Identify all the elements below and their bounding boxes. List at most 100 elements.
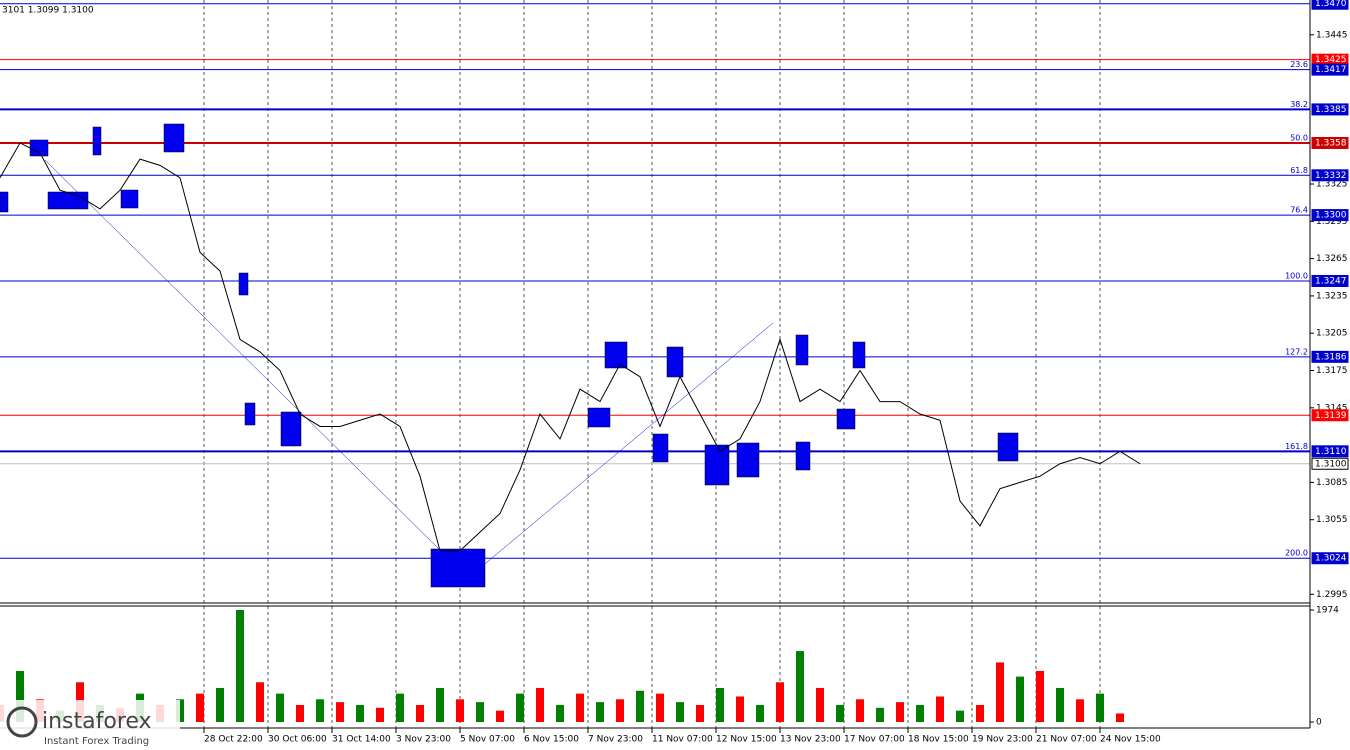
volume-bar: [1076, 699, 1084, 722]
x-tick-label: 11 Nov 07:00: [652, 735, 713, 745]
x-tick-label: 7 Nov 23:00: [588, 735, 643, 745]
fib-label: 76.4: [1290, 206, 1308, 215]
level-label: 1.3425: [1315, 55, 1347, 65]
volume-bar: [856, 699, 864, 722]
x-tick-label: 30 Oct 06:00: [268, 735, 327, 745]
level-label: 1.3417: [1315, 65, 1347, 75]
volume-bar: [636, 690, 644, 722]
marker-box: [704, 444, 730, 486]
volume-bar: [276, 693, 284, 722]
trend-line: [44, 159, 441, 551]
volume-bar: [236, 610, 244, 722]
grid-layer: [203, 0, 1101, 728]
level-box: [1311, 445, 1349, 458]
level-label: 1.3139: [1315, 411, 1347, 421]
fib-label: 23.6: [1290, 60, 1308, 69]
volume-bar: [816, 687, 824, 722]
fib-label: 61.8: [1290, 166, 1308, 175]
marker-box: [836, 408, 856, 430]
y-tick-label: 1.3145: [1316, 403, 1348, 413]
x-tick-label: 13 Nov 23:00: [780, 735, 841, 745]
marker-box: [666, 346, 684, 378]
marker-box: [244, 402, 256, 426]
volume-bar: [716, 687, 724, 722]
volume-bar: [356, 704, 364, 722]
volume-bar: [296, 704, 304, 722]
logo: instaforex Instant Forex Trading: [0, 700, 180, 750]
axis-panel: [1310, 0, 1350, 750]
x-tick-label: 18 Nov 15:00: [908, 735, 969, 745]
y-tick-label: 1.3235: [1316, 291, 1348, 301]
level-label: 1.3470: [1315, 0, 1347, 9]
fib-label: 50.0: [1290, 133, 1308, 142]
level-box: [1311, 409, 1349, 422]
price-line: [0, 142, 1141, 552]
x-tick-label: 6 Nov 15:00: [524, 735, 579, 745]
marker-box: [0, 191, 9, 213]
x-tick-label: 5 Nov 07:00: [460, 735, 515, 745]
logo-bg: [0, 700, 180, 750]
marker-box: [652, 433, 669, 463]
volume-bar: [336, 702, 344, 722]
trend-line: [479, 322, 774, 569]
volume-bar: [736, 696, 744, 722]
x-tick-label: 3 Nov 23:00: [396, 735, 451, 745]
marker-box: [430, 548, 486, 588]
volume-bar: [476, 702, 484, 722]
volume-bar: [656, 693, 664, 722]
volume-bar: [876, 707, 884, 722]
marker-box: [852, 341, 866, 369]
logo-icon: [6, 706, 38, 738]
marker-box: [736, 442, 760, 478]
volume-bar: [956, 710, 964, 722]
volume-bar: [616, 699, 624, 722]
level-box: [1311, 0, 1349, 10]
volume-bar: [216, 687, 224, 722]
volume-bar: [1016, 676, 1024, 722]
fib-label: 200.0: [1285, 549, 1308, 558]
y-tick-label: 1.3325: [1316, 180, 1348, 190]
volume-bar: [756, 704, 764, 722]
level-layer: 23.6 38.2 50.0 61.8 76.4 100.0 127.2 161.8 200.0: [0, 3, 1310, 559]
volume-bar: [516, 693, 524, 722]
volume-bar: [836, 704, 844, 722]
annotations: [0, 123, 1019, 588]
y-tick-label: 1.3295: [1316, 217, 1348, 227]
level-box: [1311, 457, 1349, 470]
y-tick-label: 1.3175: [1316, 366, 1348, 376]
level-label: 1.3186: [1315, 352, 1347, 362]
marker-box: [120, 189, 139, 209]
x-tick-label: 17 Nov 07:00: [844, 735, 905, 745]
marker-box: [29, 139, 49, 157]
mark-layer: [0, 142, 1141, 722]
volume-bar: [596, 702, 604, 722]
marker-box: [587, 407, 611, 428]
y-tick-label: 1.3205: [1316, 329, 1348, 339]
x-tick-label: 24 Nov 15:00: [1100, 735, 1161, 745]
marker-box: [795, 334, 809, 366]
y-tick-label: 1.3445: [1316, 30, 1348, 40]
marker-box: [238, 272, 249, 296]
level-box: [1311, 103, 1349, 116]
level-label: 1.3247: [1315, 276, 1347, 286]
volume-bar: [936, 696, 944, 722]
y-tick-label: 1.2995: [1316, 590, 1348, 600]
volume-bar: [416, 704, 424, 722]
volume-bar: [256, 682, 264, 722]
marker-box: [163, 123, 185, 153]
x-tick-label: 28 Oct 22:00: [204, 735, 263, 745]
fib-label: 127.2: [1285, 347, 1308, 356]
volume-bar: [1056, 687, 1064, 722]
level-label: 1.3100: [1315, 459, 1347, 469]
brand-tagline: Instant Forex Trading: [44, 736, 149, 747]
volume-bar: [556, 704, 564, 722]
fib-label: 100.0: [1285, 271, 1308, 280]
volume-bar: [976, 704, 984, 722]
volume-bar: [496, 710, 504, 722]
volume-bar: [536, 687, 544, 722]
marker-box: [47, 191, 89, 210]
volume-bar: [376, 707, 384, 722]
x-tick-label: 31 Oct 14:00: [332, 735, 391, 745]
